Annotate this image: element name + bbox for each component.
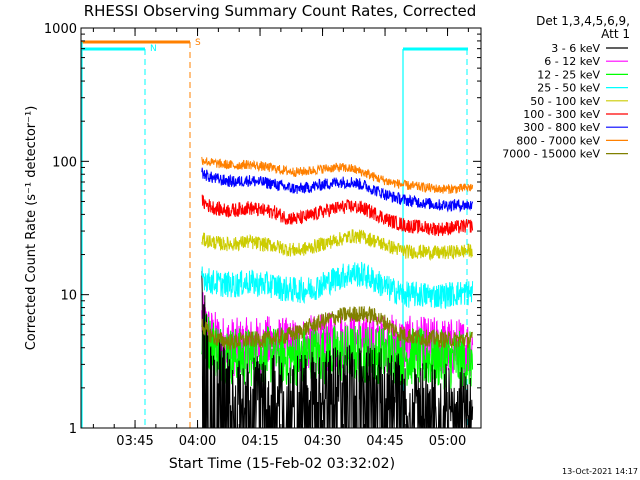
annotation-s: S: [195, 38, 201, 48]
axes: [80, 27, 482, 429]
legend-label: 6 - 12 keV: [544, 55, 600, 68]
x-tick-labels: 03:45 04:00 04:15 04:30 04:45 05:00: [116, 434, 466, 449]
legend-label: 800 - 7000 keV: [516, 134, 600, 147]
footer-timestamp: 13-Oct-2021 14:17: [562, 467, 638, 476]
x-axis-label: Start Time (15-Feb-02 03:32:02): [169, 456, 395, 472]
legend-header-line-1: Det 1,3,4,5,6,9,: [536, 14, 630, 28]
y-tick-label: 1000: [44, 22, 77, 37]
series-line: [201, 261, 474, 310]
x-tick-label: 05:00: [429, 434, 466, 449]
legend-label: 300 - 800 keV: [523, 121, 600, 134]
legend-label: 12 - 25 keV: [537, 68, 600, 81]
y-tick-label: 100: [52, 155, 77, 170]
x-tick-label: 04:45: [366, 434, 403, 449]
series-line: [201, 156, 474, 194]
y-tick-label: 1: [69, 422, 77, 437]
x-tick-label: 04:30: [304, 434, 341, 449]
legend-label: 50 - 100 keV: [530, 95, 600, 108]
y-tick-label: 10: [60, 289, 77, 304]
legend-label: 100 - 300 keV: [523, 108, 600, 121]
legend-header-line-2: Att 1: [601, 27, 630, 41]
x-tick-label: 04:00: [179, 434, 216, 449]
y-tick-labels: 1 10 100 1000: [44, 22, 77, 437]
annotation-n: N: [150, 44, 157, 54]
x-tick-label: 04:15: [241, 434, 278, 449]
legend-label: 3 - 6 keV: [551, 42, 600, 55]
y-axis-label: Corrected Count Rate (s⁻¹ detector⁻¹): [24, 106, 39, 351]
legend-label: 25 - 50 keV: [537, 82, 600, 95]
chart-title: RHESSI Observing Summary Count Rates, Co…: [84, 2, 477, 20]
series-line: [201, 167, 474, 213]
series-line: [201, 194, 474, 237]
series-line: [201, 229, 474, 261]
x-tick-label: 03:45: [116, 434, 153, 449]
legend-label: 7000 - 15000 keV: [502, 148, 600, 161]
series-line: [201, 305, 473, 351]
